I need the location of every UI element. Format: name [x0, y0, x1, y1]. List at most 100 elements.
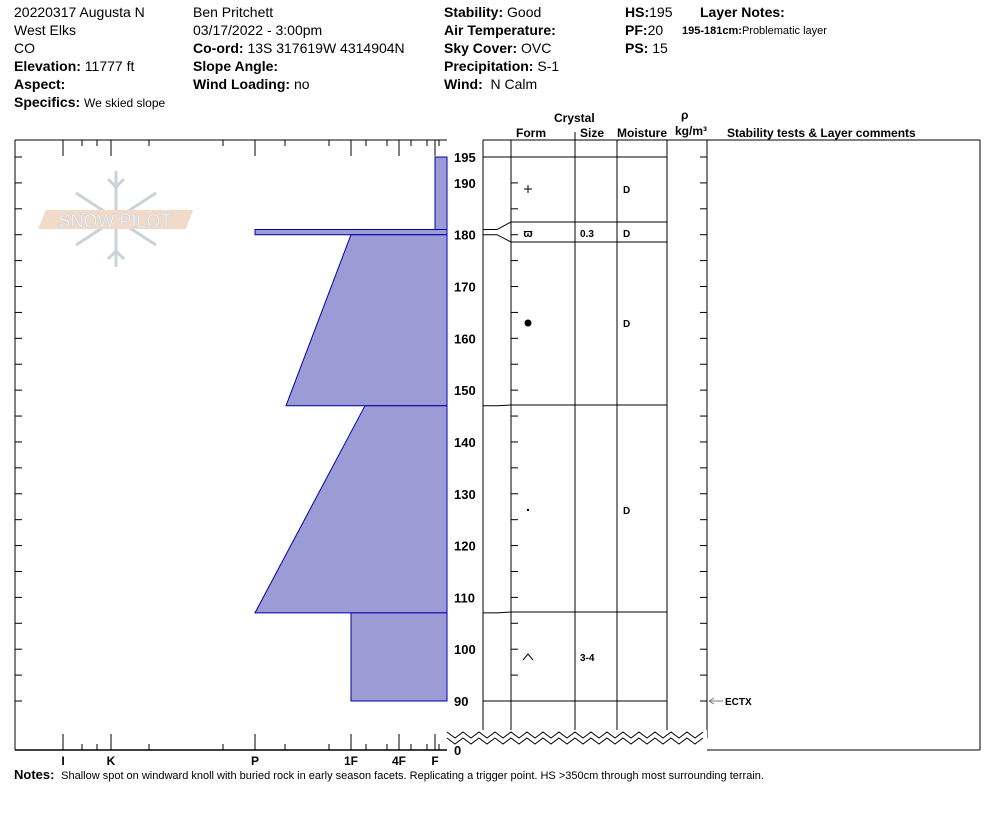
- depth-tick-label: 195: [454, 150, 476, 165]
- aspect: Aspect:: [14, 75, 65, 93]
- depth-tick-label: 130: [454, 487, 476, 502]
- stability: Stability: Good: [444, 3, 541, 21]
- specifics-label: Specifics:: [14, 94, 81, 110]
- layer-connector: [483, 611, 512, 614]
- hardness-tick-label: P: [251, 754, 259, 768]
- moisture-value: D: [623, 506, 630, 517]
- hardness-tick-label: K: [107, 754, 116, 768]
- hs-value: 195: [649, 4, 673, 20]
- depth-tick-label: 100: [454, 642, 476, 657]
- notes: Notes: Shallow spot on windward knoll wi…: [14, 766, 764, 785]
- layer-note-range: 195-181cm:: [682, 25, 742, 37]
- observer: Ben Pritchett: [193, 4, 274, 20]
- hardness-tick-label: 1F: [344, 754, 358, 768]
- snowpilot-watermark: SNOW PILOT: [38, 171, 193, 267]
- range: West Elks: [14, 22, 76, 38]
- pf-value: 20: [647, 22, 664, 38]
- stability-value: Good: [507, 4, 542, 20]
- notes-label: Notes:: [14, 767, 55, 782]
- wind-value: N Calm: [490, 76, 538, 92]
- hardness-layer: [434, 156, 448, 231]
- crystal-header: Crystal: [554, 111, 595, 125]
- coord: Co-ord: 13S 317619W 4314904N: [193, 39, 405, 57]
- comments-header: Stability tests & Layer comments: [727, 126, 916, 140]
- depth-tick-label: 190: [454, 176, 476, 191]
- hardness-layer: [350, 612, 448, 702]
- layer-notes-label: Layer Notes:: [700, 4, 785, 20]
- notes-text: Shallow spot on windward knoll with buri…: [61, 770, 764, 782]
- axis-break-zigzag: [446, 731, 704, 739]
- layer-notes-title: Layer Notes:: [700, 3, 785, 21]
- sky-cover: Sky Cover: OVC: [444, 39, 551, 57]
- ps-label: PS:: [625, 40, 649, 56]
- wind-label: Wind:: [444, 76, 483, 92]
- hardness-layer: [285, 234, 448, 407]
- depth-tick-label: 110: [454, 590, 475, 605]
- air-temp: Air Temperature:: [444, 21, 556, 39]
- datetime: 03/17/2022 - 3:00pm: [193, 22, 323, 38]
- small-dot-icon: [526, 508, 530, 512]
- layer-connector: [483, 221, 512, 231]
- wind-loading-label: Wind Loading:: [193, 76, 291, 92]
- hardness-tick-label: 4F: [392, 754, 406, 768]
- watermark-banner: [38, 210, 193, 229]
- density-rho-header: ρ: [681, 108, 689, 122]
- depth-tick-label: 170: [454, 280, 476, 295]
- hardness-layer: [254, 405, 448, 614]
- precip-value: S-1: [537, 58, 560, 74]
- moisture-header: Moisture: [617, 126, 668, 140]
- specifics: Specifics: We skied slope: [14, 93, 165, 112]
- test-arrow-icon: [708, 697, 723, 705]
- precipitation: Precipitation: S-1: [444, 57, 559, 75]
- elevation-label: Elevation:: [14, 58, 81, 74]
- filled-circle-icon: [524, 319, 532, 327]
- form-header: Form: [516, 126, 546, 140]
- sky-value: OVC: [521, 40, 552, 56]
- hs-label: HS:: [625, 4, 650, 20]
- slope-angle: Slope Angle:: [193, 57, 278, 75]
- depth-tick-label: 160: [454, 331, 476, 346]
- aspect-label: Aspect:: [14, 76, 66, 92]
- pf: PF:20: [625, 21, 663, 39]
- pit-name: 20220317 Augusta N: [14, 4, 145, 20]
- elevation-value: 11777 ft: [84, 58, 135, 74]
- depth-tick-label: 0: [454, 743, 461, 758]
- axis-break-zigzag: [446, 737, 704, 745]
- depth-tick-label: 140: [454, 435, 476, 450]
- plus-icon: [524, 185, 532, 193]
- moisture-value: D: [623, 185, 630, 196]
- crystal-size: 3-4: [580, 653, 595, 664]
- depth-tick-label: 120: [454, 539, 476, 554]
- hardness-layer: [254, 229, 448, 236]
- ps-value: 15: [652, 40, 668, 56]
- hardness-tick-label: F: [431, 754, 438, 768]
- density-unit-header: kg/m³: [675, 124, 708, 138]
- crystal-size: 0.3: [580, 229, 594, 240]
- depth-tick-label: 150: [454, 383, 476, 398]
- moisture-value: D: [623, 319, 630, 330]
- stability-test-result: ECTX: [725, 697, 752, 708]
- hs: HS:195: [625, 3, 672, 21]
- stability-label: Stability:: [444, 4, 504, 20]
- coord-label: Co-ord:: [193, 40, 244, 56]
- slope-label: Slope Angle:: [193, 58, 279, 74]
- depth-tick-label: 180: [454, 228, 476, 243]
- hardness-tick-label: I: [61, 754, 64, 768]
- sky-label: Sky Cover:: [444, 40, 518, 56]
- pf-label: PF:: [625, 22, 648, 38]
- layer-note: 195-181cm:Problematic layer: [682, 22, 827, 40]
- air-temp-label: Air Temperature:: [444, 22, 556, 38]
- specifics-value: We skied slope: [84, 96, 166, 110]
- layer-connector: [483, 404, 512, 407]
- caret-icon: [522, 653, 534, 661]
- elevation: Elevation: 11777 ft: [14, 57, 134, 75]
- size-header: Size: [580, 126, 605, 140]
- ps: PS: 15: [625, 39, 668, 57]
- layer-note-text: Problematic layer: [741, 25, 827, 37]
- layer-connector: [483, 234, 512, 243]
- surface-hoar-icon: ϖ: [523, 228, 532, 240]
- precip-label: Precipitation:: [444, 58, 534, 74]
- wind: Wind: N Calm: [444, 75, 537, 93]
